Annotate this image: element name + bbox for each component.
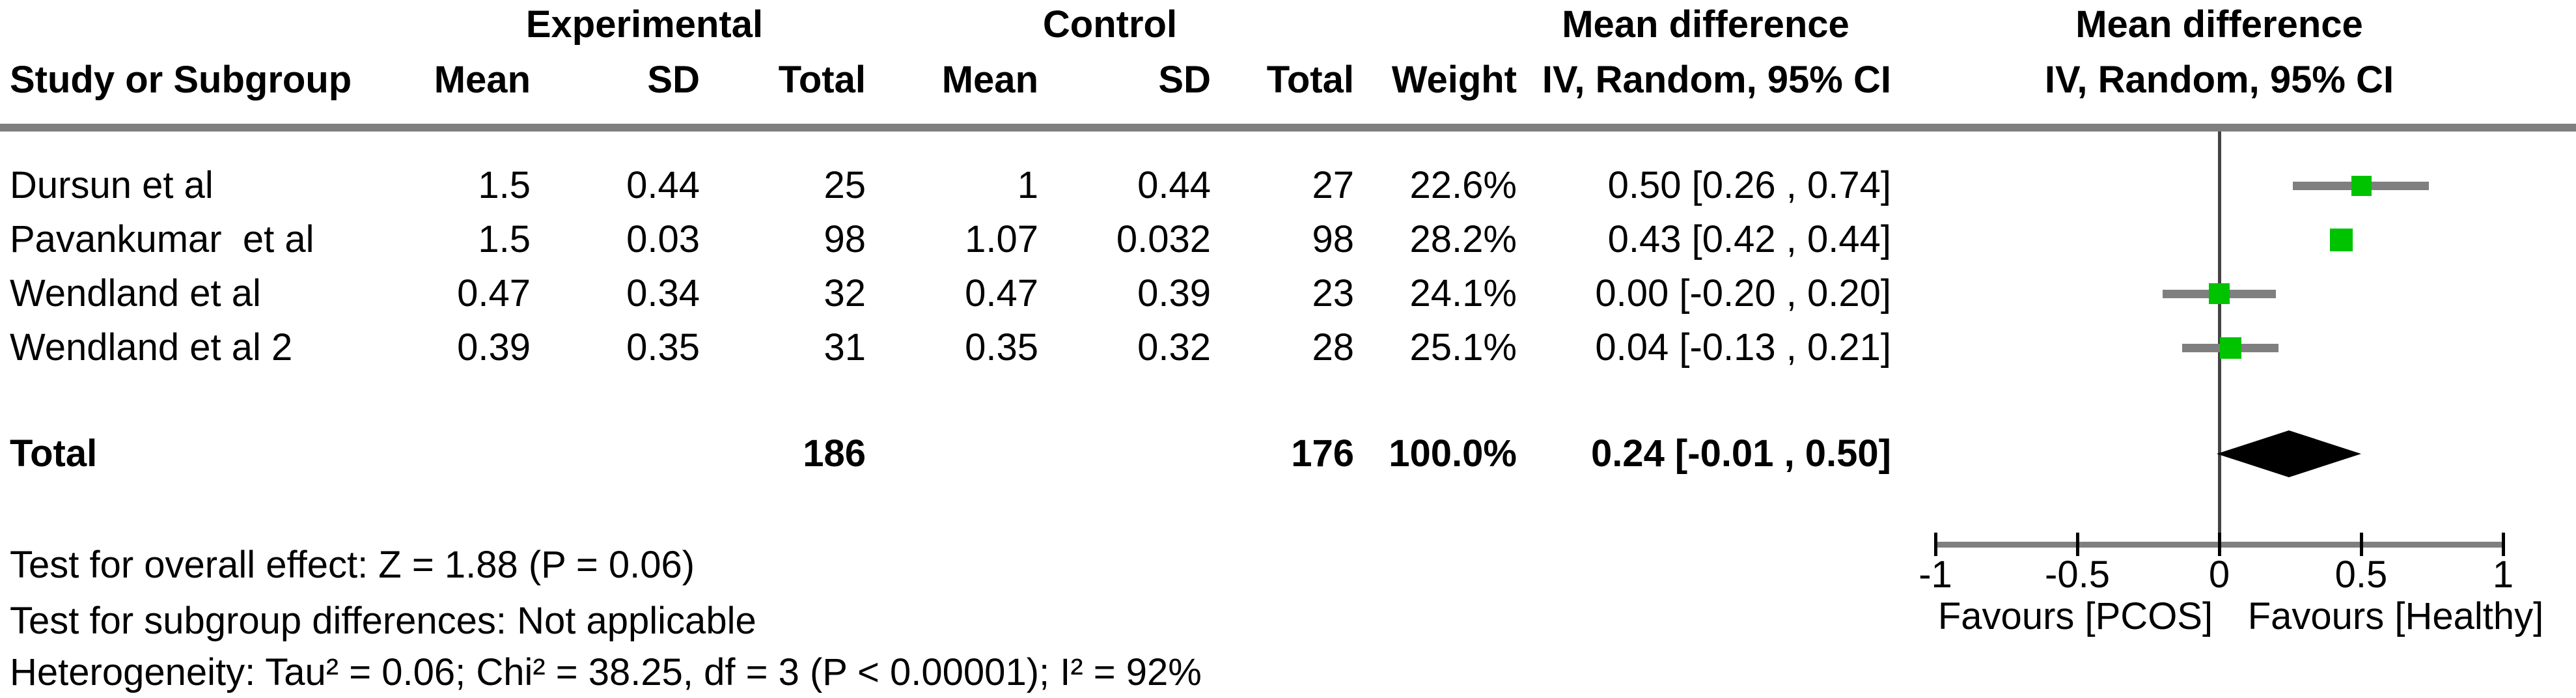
exp-sd-cell: 0.34 (626, 272, 700, 314)
axis-tick-label: -1 (1918, 553, 1952, 596)
exp-sd-cell: 0.35 (626, 326, 700, 369)
favours-right-label: Favours [Healthy] (2247, 595, 2544, 637)
column-header-ctl-mean: Mean (941, 59, 1038, 101)
subgroup-differences-test-text: Test for subgroup differences: Not appli… (10, 600, 756, 642)
weight-cell: 22.6% (1409, 164, 1517, 206)
ci-text-cell: 0.00 [-0.20 , 0.20] (1595, 272, 1891, 314)
column-header-ci-plot: IV, Random, 95% CI (2044, 59, 2394, 101)
axis-tick (2218, 533, 2221, 556)
total-weight-cell: 100.0% (1389, 432, 1517, 475)
exp-sd-cell: 0.03 (626, 218, 700, 260)
point-estimate-marker (2330, 229, 2353, 251)
weight-cell: 28.2% (1409, 218, 1517, 260)
axis-tick (1934, 533, 1937, 556)
study-name: Pavankumar et al (10, 218, 314, 260)
total-row-label: Total (10, 432, 98, 475)
zero-effect-line (2218, 132, 2221, 544)
study-name: Wendland et al 2 (10, 326, 293, 369)
study-name: Wendland et al (10, 272, 261, 314)
overall-effect-test-text: Test for overall effect: Z = 1.88 (P = 0… (10, 544, 695, 586)
ctl-mean-cell: 0.47 (965, 272, 1038, 314)
column-header-ctl-total: Total (1266, 59, 1354, 101)
exp-total-cell: 98 (824, 218, 866, 260)
column-group-mean-difference-table: Mean difference (1562, 3, 1849, 46)
ctl-total-cell: 28 (1312, 326, 1354, 369)
column-header-study: Study or Subgroup (10, 59, 352, 101)
ctl-sd-cell: 0.39 (1137, 272, 1211, 314)
ci-text-cell: 0.50 [0.26 , 0.74] (1607, 164, 1891, 206)
column-group-control: Control (1042, 3, 1178, 46)
total-ci-text-cell: 0.24 [-0.01 , 0.50] (1590, 432, 1891, 475)
column-header-exp-sd: SD (647, 59, 700, 101)
axis-tick (2360, 533, 2363, 556)
column-group-experimental: Experimental (525, 3, 764, 46)
axis-tick-label: -0.5 (2045, 553, 2110, 596)
column-header-weight: Weight (1391, 59, 1517, 101)
favours-left-label: Favours [PCOS] (1937, 595, 2213, 637)
exp-mean-cell: 1.5 (478, 164, 531, 206)
point-estimate-marker (2351, 176, 2372, 196)
column-header-exp-mean: Mean (434, 59, 531, 101)
point-estimate-marker (2220, 337, 2241, 359)
ctl-sd-cell: 0.32 (1137, 326, 1211, 369)
ctl-total-cell: 98 (1312, 218, 1354, 260)
ctl-mean-cell: 1 (1017, 164, 1038, 206)
exp-total-cell: 25 (824, 164, 866, 206)
exp-sd-cell: 0.44 (626, 164, 700, 206)
ci-text-cell: 0.04 [-0.13 , 0.21] (1595, 326, 1891, 369)
axis-tick-label: 0 (2208, 553, 2230, 596)
axis-tick (2076, 533, 2079, 556)
column-group-mean-difference-plot: Mean difference (2075, 3, 2363, 46)
ci-text-cell: 0.43 [0.42 , 0.44] (1607, 218, 1891, 260)
exp-total-cell: 31 (824, 326, 866, 369)
heterogeneity-text: Heterogeneity: Tau² = 0.06; Chi² = 38.25… (10, 651, 1202, 693)
exp-mean-cell: 1.5 (478, 218, 531, 260)
column-header-ci-table: IV, Random, 95% CI (1542, 59, 1891, 101)
exp-mean-cell: 0.39 (457, 326, 531, 369)
exp-mean-cell: 0.47 (457, 272, 531, 314)
study-name: Dursun et al (10, 164, 214, 206)
weight-cell: 24.1% (1409, 272, 1517, 314)
ctl-total-cell: 23 (1312, 272, 1354, 314)
total-ctl-total-cell: 176 (1291, 432, 1354, 475)
column-header-exp-total: Total (778, 59, 866, 101)
total-exp-total-cell: 186 (803, 432, 866, 475)
ctl-total-cell: 27 (1312, 164, 1354, 206)
weight-cell: 25.1% (1409, 326, 1517, 369)
ctl-mean-cell: 1.07 (965, 218, 1038, 260)
column-header-ctl-sd: SD (1158, 59, 1211, 101)
axis-tick-label: 1 (2492, 553, 2514, 596)
ctl-mean-cell: 0.35 (965, 326, 1038, 369)
point-estimate-marker (2209, 283, 2230, 304)
header-separator-line (0, 124, 2576, 132)
axis-tick (2502, 533, 2505, 556)
exp-total-cell: 32 (824, 272, 866, 314)
summary-diamond (2217, 430, 2361, 477)
ctl-sd-cell: 0.44 (1137, 164, 1211, 206)
axis-tick-label: 0.5 (2334, 553, 2388, 596)
ctl-sd-cell: 0.032 (1116, 218, 1211, 260)
